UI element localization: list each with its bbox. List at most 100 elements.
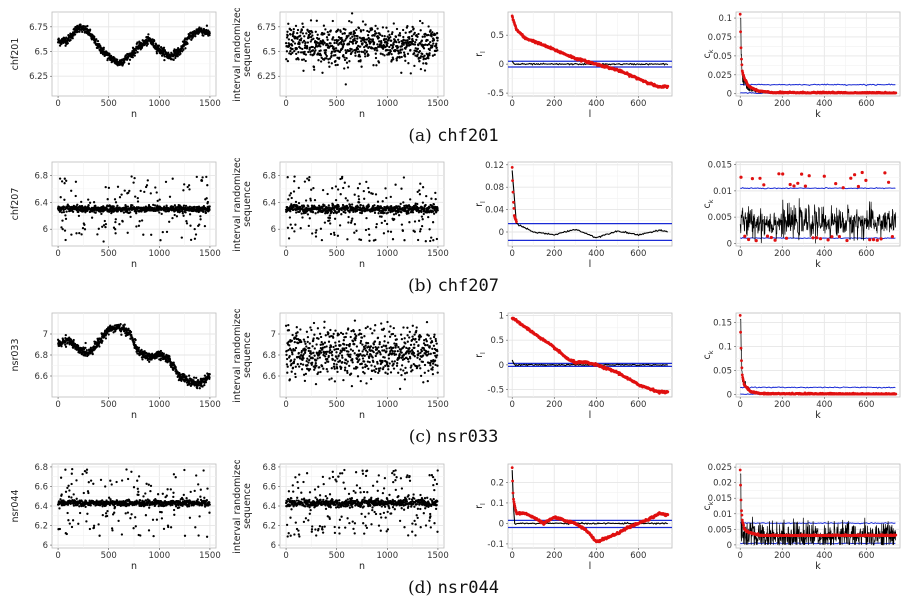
data-point: [202, 34, 205, 37]
data-point: [306, 357, 309, 360]
data-point: [195, 376, 198, 380]
x-tick-label: 1500: [427, 400, 449, 410]
x-tick-label: 500: [101, 400, 117, 410]
data-point: [363, 49, 366, 52]
data-point: [288, 43, 291, 46]
data-point: [169, 58, 173, 61]
y-axis-label: interval randomized: [232, 8, 243, 102]
data-point: [368, 45, 371, 49]
data-point: [336, 357, 339, 360]
data-point: [83, 228, 87, 231]
data-point: [328, 65, 331, 68]
data-point: [127, 191, 130, 194]
data-point: [306, 340, 309, 344]
data-point: [856, 184, 860, 189]
data-point: [841, 186, 845, 190]
data-point: [73, 33, 77, 36]
data-point: [359, 30, 363, 33]
series-line-black: [511, 60, 669, 66]
data-point: [306, 335, 310, 339]
data-point: [331, 354, 334, 357]
data-point: [378, 209, 381, 213]
data-point: [433, 53, 436, 56]
data-point: [383, 35, 386, 38]
data-point: [199, 377, 203, 380]
data-point: [431, 54, 435, 57]
data-point: [285, 363, 289, 366]
data-point: [80, 200, 83, 204]
data-point: [171, 177, 174, 180]
data-point: [372, 64, 375, 67]
x-tick-label: 0: [283, 249, 288, 259]
data-point: [114, 232, 117, 235]
x-tick-label: 200: [774, 249, 790, 259]
data-point: [423, 207, 426, 210]
data-point: [394, 49, 397, 52]
data-point: [389, 50, 392, 53]
data-point: [333, 217, 337, 220]
data-point: [101, 225, 104, 228]
data-point: [383, 54, 386, 57]
data-point: [293, 49, 296, 53]
data-point: [413, 230, 416, 233]
x-tick-label: 200: [546, 99, 562, 109]
data-point: [60, 345, 63, 348]
data-point: [107, 186, 111, 190]
data-point: [385, 44, 389, 48]
data-point: [302, 205, 306, 208]
data-point: [77, 345, 80, 349]
data-point: [364, 228, 368, 232]
data-point: [289, 359, 293, 362]
x-tick-label: 500: [101, 249, 117, 259]
data-point: [403, 55, 407, 58]
data-point: [315, 229, 318, 232]
data-point: [326, 38, 329, 41]
data-point: [194, 35, 197, 38]
data-point: [792, 184, 796, 188]
x-tick-label: 400: [588, 249, 604, 259]
data-point: [431, 31, 434, 34]
x-tick-label: 0: [509, 99, 514, 109]
data-point: [118, 223, 121, 226]
data-point: [318, 356, 322, 359]
data-point: [100, 341, 103, 344]
data-point: [342, 40, 345, 43]
data-point: [182, 48, 185, 51]
data-point: [308, 342, 311, 345]
data-point: [324, 28, 327, 31]
data-point: [364, 41, 368, 44]
data-point: [434, 197, 437, 201]
data-point: [320, 340, 323, 344]
data-point: [146, 179, 149, 182]
x-axis-label: n: [131, 259, 137, 270]
data-point: [313, 347, 316, 350]
data-point: [320, 365, 324, 368]
data-point: [208, 376, 211, 379]
data-point: [332, 36, 335, 39]
x-tick-label: 600: [630, 99, 646, 109]
data-point: [133, 54, 136, 57]
data-point: [364, 23, 367, 26]
data-point: [376, 200, 380, 203]
data-point: [185, 375, 188, 378]
data-point: [61, 219, 64, 222]
data-point: [407, 212, 410, 215]
data-point: [341, 356, 344, 359]
data-point: [392, 22, 395, 25]
data-point: [365, 50, 369, 53]
data-point: [179, 52, 182, 55]
data-point: [188, 213, 192, 216]
data-point: [70, 189, 73, 192]
data-point: [327, 61, 330, 64]
x-tick-label: 400: [816, 99, 832, 109]
confidence-band: [740, 83, 896, 87]
data-point: [65, 179, 68, 182]
data-point: [164, 180, 168, 184]
data-point: [311, 34, 314, 37]
data-point: [161, 230, 164, 234]
data-point: [758, 176, 762, 180]
x-tick-label: 600: [630, 249, 646, 259]
x-tick-label: 0: [55, 249, 60, 259]
data-point: [352, 30, 356, 33]
